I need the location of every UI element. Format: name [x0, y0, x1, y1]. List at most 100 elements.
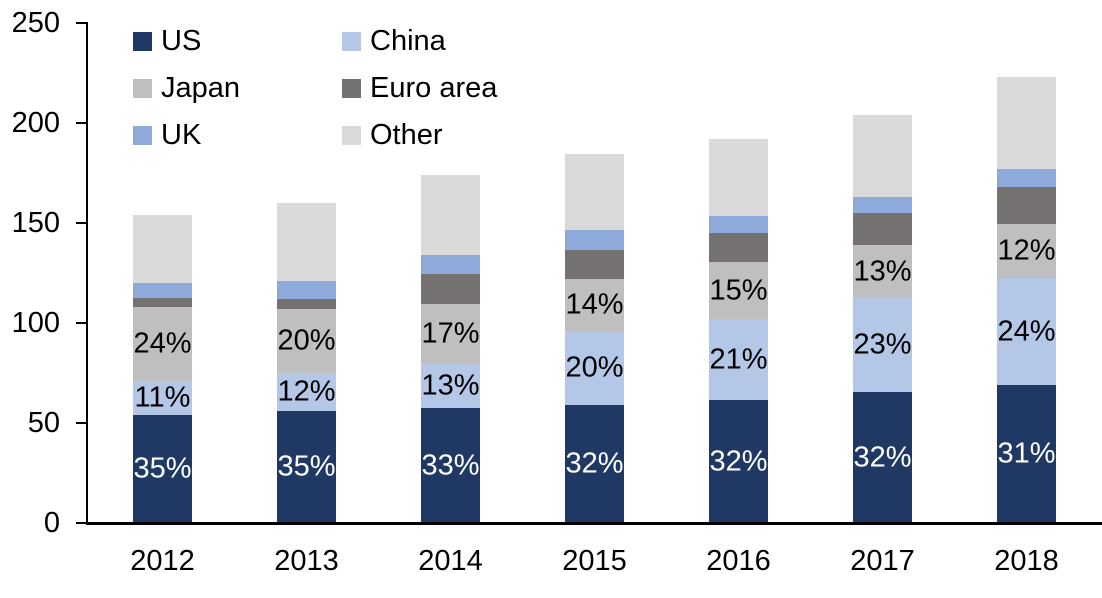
bar-2016: 32% 21% 15%: [709, 139, 768, 523]
bar-segment-china-2018: 24%: [997, 278, 1056, 385]
legend-swatch-china: [342, 32, 361, 51]
y-tick-label-0: 0: [43, 507, 60, 539]
bar-segment-euro-area-2013: [277, 299, 336, 309]
bar-segment-uk-2016: [709, 216, 768, 233]
bar-segment-euro-area-2018: [997, 187, 1056, 224]
legend-item-uk: UK: [133, 112, 342, 159]
bar-2012: 35% 11% 24%: [133, 215, 192, 523]
bar-2015: 32% 20% 14%: [565, 154, 624, 523]
data-label-china-2015: 20%: [565, 351, 624, 384]
legend-item-euro-area: Euro area: [342, 65, 497, 112]
bar-segment-us-2015: 32%: [565, 405, 624, 523]
data-label-us-2018: 31%: [997, 437, 1056, 470]
bar-segment-japan-2016: 15%: [709, 262, 768, 319]
data-label-us-2017: 32%: [853, 441, 912, 473]
bar-segment-euro-area-2012: [133, 298, 192, 307]
legend-label-us: US: [161, 25, 202, 57]
legend-swatch-us: [133, 32, 152, 51]
legend-swatch-euro-area: [342, 79, 361, 98]
data-label-china-2016: 21%: [709, 343, 768, 375]
bar-segment-japan-2013: 20%: [277, 309, 336, 373]
bar-segment-china-2016: 21%: [709, 319, 768, 400]
bar-segment-china-2012: 11%: [133, 381, 192, 415]
bar-segment-japan-2018: 12%: [997, 224, 1056, 278]
data-label-japan-2017: 13%: [853, 255, 912, 287]
bar-segment-other-2016: [709, 139, 768, 216]
bar-segment-uk-2014: [421, 255, 480, 274]
legend-item-other: Other: [342, 112, 497, 159]
x-axis-label-2012: 2012: [130, 545, 195, 577]
data-label-us-2015: 32%: [565, 447, 624, 480]
data-label-japan-2016: 15%: [709, 274, 768, 306]
data-label-china-2018: 24%: [997, 315, 1056, 347]
data-label-japan-2015: 14%: [565, 288, 624, 321]
bar-segment-uk-2012: [133, 283, 192, 298]
y-tick-mark-150: [76, 222, 86, 224]
data-label-china-2017: 23%: [853, 328, 912, 361]
x-axis-label-2015: 2015: [562, 545, 627, 577]
y-tick-label-150: 150: [11, 207, 60, 239]
data-label-us-2013: 35%: [277, 450, 336, 483]
x-axis-label-2016: 2016: [706, 545, 771, 577]
bar-segment-china-2013: 12%: [277, 373, 336, 411]
bar-segment-other-2014: [421, 175, 480, 255]
bar-segment-us-2017: 32%: [853, 392, 912, 523]
bar-segment-us-2016: 32%: [709, 400, 768, 523]
legend-swatch-uk: [133, 126, 152, 145]
bar-segment-china-2015: 20%: [565, 331, 624, 405]
bar-2018: 31% 24% 12%: [997, 77, 1056, 523]
bar-segment-euro-area-2017: [853, 213, 912, 245]
legend-label-china: China: [370, 25, 446, 57]
bar-2017: 32% 23% 13%: [853, 115, 912, 523]
y-axis-line: [86, 22, 88, 524]
legend-label-euro-area: Euro area: [370, 72, 498, 104]
bar-segment-other-2012: [133, 215, 192, 283]
bar-segment-japan-2012: 24%: [133, 307, 192, 381]
data-label-us-2014: 33%: [421, 449, 480, 481]
data-label-us-2016: 32%: [709, 445, 768, 477]
bar-segment-us-2018: 31%: [997, 385, 1056, 523]
y-tick-mark-250: [76, 22, 86, 24]
x-axis-label-2013: 2013: [274, 545, 339, 577]
bar-segment-uk-2017: [853, 197, 912, 213]
bar-segment-japan-2014: 17%: [421, 304, 480, 363]
data-label-china-2013: 12%: [277, 375, 336, 408]
legend-item-japan: Japan: [133, 65, 342, 112]
data-label-china-2014: 13%: [421, 369, 480, 401]
x-axis-line: [86, 522, 1102, 525]
bar-segment-euro-area-2014: [421, 274, 480, 304]
bar-segment-us-2012: 35%: [133, 415, 192, 523]
legend-label-other: Other: [370, 119, 443, 151]
y-tick-label-200: 200: [11, 107, 60, 139]
bar-segment-euro-area-2015: [565, 250, 624, 279]
bar-segment-other-2015: [565, 154, 624, 230]
bar-segment-uk-2013: [277, 281, 336, 299]
y-tick-mark-50: [76, 422, 86, 424]
y-tick-mark-100: [76, 322, 86, 324]
legend-swatch-japan: [133, 79, 152, 98]
y-tick-mark-0: [76, 522, 86, 524]
x-axis-label-2018: 2018: [994, 545, 1059, 577]
data-label-us-2012: 35%: [133, 452, 192, 485]
bar-segment-other-2018: [997, 77, 1056, 169]
bar-segment-us-2014: 33%: [421, 408, 480, 523]
bar-segment-china-2014: 13%: [421, 363, 480, 408]
x-axis-label-2017: 2017: [850, 545, 915, 577]
bar-segment-other-2017: [853, 115, 912, 197]
y-tick-label-100: 100: [11, 307, 60, 339]
legend-item-us: US: [133, 18, 342, 65]
x-axis-label-2014: 2014: [418, 545, 483, 577]
data-label-japan-2013: 20%: [277, 324, 336, 357]
bar-segment-uk-2018: [997, 169, 1056, 187]
bar-segment-euro-area-2016: [709, 233, 768, 262]
bar-segment-uk-2015: [565, 230, 624, 250]
y-tick-label-250: 250: [11, 7, 60, 39]
data-label-japan-2014: 17%: [421, 317, 480, 349]
bar-2013: 35% 12% 20%: [277, 203, 336, 523]
data-label-japan-2012: 24%: [133, 327, 192, 360]
legend: US China Japan Euro area UK Other: [133, 18, 497, 159]
bar-segment-japan-2015: 14%: [565, 279, 624, 331]
y-tick-mark-200: [76, 122, 86, 124]
bar-segment-us-2013: 35%: [277, 411, 336, 523]
